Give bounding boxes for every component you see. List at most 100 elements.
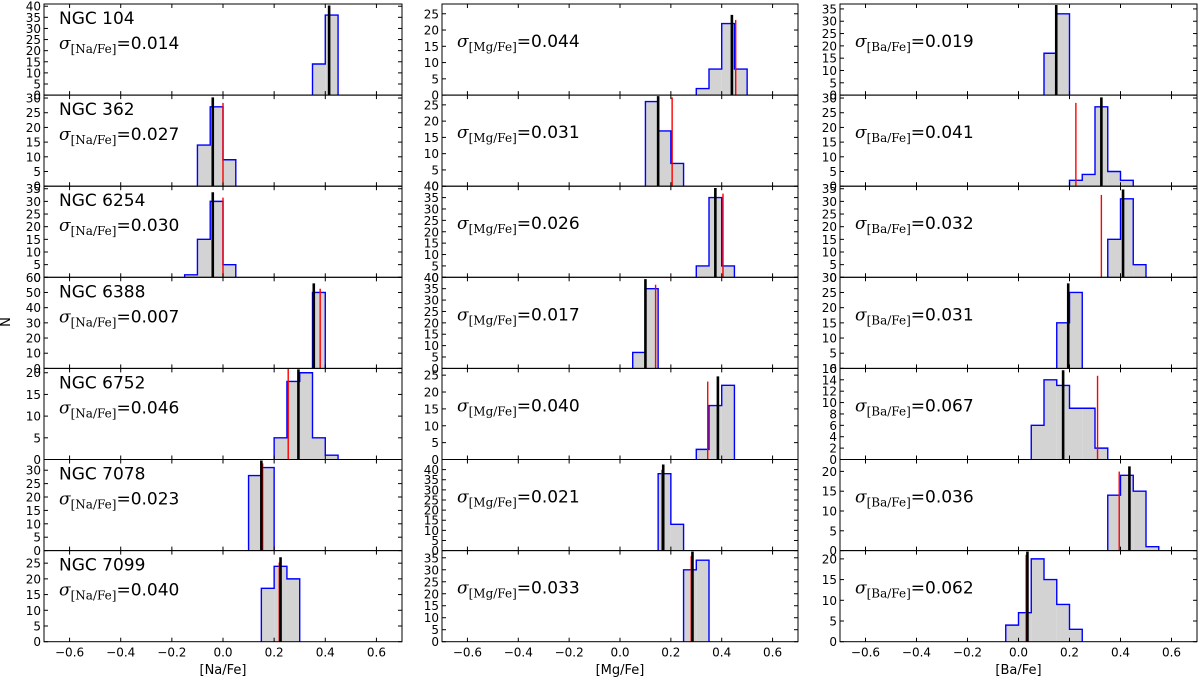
histogram-bar (274, 437, 287, 460)
cluster-label: NGC 6388 (59, 282, 145, 302)
y-tick-label: 5 (431, 436, 439, 450)
y-tick-label: 10 (26, 410, 41, 424)
y-tick-label: 5 (33, 77, 41, 91)
histogram-bar (223, 159, 236, 187)
y-tick-label: 5 (829, 258, 837, 272)
x-tick-label: −0.2 (157, 646, 186, 660)
y-tick-label: 20 (26, 366, 41, 380)
y-tick-label: 10 (26, 245, 41, 259)
y-tick-label: 25 (822, 286, 837, 300)
y-tick-label: 25 (26, 33, 41, 47)
y-tick-label: 0 (829, 362, 837, 376)
y-tick-label: 0 (829, 544, 837, 558)
panel-ngc-6752-na: 0 5 10 15 20 NGC 6752 σ[Na/Fe]=0.046 (26, 366, 403, 467)
y-tick-label: 5 (431, 163, 439, 177)
y-tick-label: 15 (822, 485, 837, 499)
x-axis-title-mg: [Mg/Fe] (596, 663, 645, 678)
y-tick-label: 5 (431, 623, 439, 637)
y-tick-label: 10 (822, 150, 837, 164)
y-tick-label: 0 (33, 544, 41, 558)
y-tick-label: 40 (26, 301, 41, 315)
y-tick-label: 20 (26, 220, 41, 234)
y-tick-label: 50 (26, 286, 41, 300)
y-tick-label: 5 (431, 534, 439, 548)
histogram-bar (286, 578, 300, 642)
y-tick-label: 10 (822, 594, 837, 608)
y-tick-label: 30 (424, 294, 439, 308)
y-tick-label: 5 (829, 347, 837, 361)
y-tick-label: 10 (424, 248, 439, 262)
histogram-outline (1107, 474, 1160, 551)
y-tick-label: 25 (424, 7, 439, 21)
y-tick-label: 0 (829, 271, 837, 285)
y-tick-label: 0 (829, 635, 837, 649)
sigma-annotation: σ[Mg/Fe]=0.033 (457, 579, 580, 601)
y-tick-label: 10 (26, 517, 41, 531)
panel-ngc-104-mg: 0 5 10 15 20 25 σ[Mg/Fe]=0.044 (424, 3, 799, 103)
y-tick-label: 35 (822, 2, 837, 16)
histogram-bar (696, 88, 709, 96)
y-tick-label: 10 (26, 66, 41, 80)
cluster-label: NGC 6254 (59, 191, 145, 211)
y-tick-label: 20 (822, 301, 837, 315)
y-tick-label: 6 (829, 419, 837, 433)
y-tick-label: 25 (822, 208, 837, 222)
panel-ngc-6752-mg: 0 5 10 15 20 25 σ[Mg/Fe]=0.040 (424, 367, 799, 467)
x-tick-label: −0.2 (953, 646, 982, 660)
histogram-bar (1107, 171, 1121, 187)
y-tick-label: 5 (33, 165, 41, 179)
y-tick-label: 25 (424, 305, 439, 319)
y-tick-label: 5 (829, 76, 837, 90)
y-tick-label: 15 (26, 504, 41, 518)
sigma-annotation: σ[Na/Fe]=0.027 (59, 125, 179, 147)
histogram-bar (1018, 612, 1032, 642)
y-tick-label: 35 (424, 191, 439, 205)
x-tick-label: −0.6 (851, 646, 880, 660)
histogram-outline (695, 22, 748, 96)
y-tick-label: 25 (26, 477, 41, 491)
y-tick-label: 20 (26, 332, 41, 346)
y-tick-label: 25 (822, 106, 837, 120)
y-tick-label: 0 (431, 544, 439, 558)
y-tick-label: 15 (424, 131, 439, 145)
sigma-annotation: σ[Na/Fe]=0.040 (59, 581, 179, 603)
y-tick-label: 20 (424, 587, 439, 601)
sigma-annotation: σ[Mg/Fe]=0.017 (457, 305, 580, 327)
y-tick-label: 60 (26, 271, 41, 285)
y-tick-label: 5 (33, 431, 41, 445)
sigma-annotation: σ[Ba/Fe]=0.041 (855, 123, 974, 145)
y-tick-label: 0 (431, 453, 439, 467)
histogram-bar (261, 588, 275, 642)
y-tick-label: 25 (424, 369, 439, 383)
histogram-bar (325, 15, 339, 96)
y-tick-label: 10 (424, 339, 439, 353)
x-tick-label: −0.4 (504, 646, 533, 660)
y-tick-label: 15 (26, 388, 41, 402)
histogram-bar (248, 475, 262, 551)
histogram-bar (1044, 579, 1057, 642)
y-tick-label: 30 (26, 464, 41, 478)
histogram-outline (311, 14, 339, 96)
cluster-label: NGC 6752 (59, 373, 145, 393)
histogram-bar (1005, 625, 1019, 642)
y-tick-label: 10 (822, 245, 837, 259)
histogram-outline (1107, 198, 1147, 278)
y-tick-label: 35 (26, 11, 41, 25)
y-tick-label: 0 (431, 362, 439, 376)
x-tick-label: 0.6 (763, 646, 782, 660)
histogram-bar (658, 130, 671, 187)
histogram-bar (286, 381, 300, 460)
sigma-annotation: σ[Ba/Fe]=0.062 (855, 579, 974, 601)
y-tick-label: 15 (424, 599, 439, 613)
y-tick-label: 10 (26, 347, 41, 361)
y-tick-label: 4 (829, 430, 837, 444)
y-tick-label: 15 (822, 233, 837, 247)
y-tick-label: 25 (26, 557, 41, 571)
histogram-bar (696, 560, 709, 642)
y-tick-label: 10 (424, 524, 439, 538)
y-tick-label: 0 (431, 89, 439, 103)
